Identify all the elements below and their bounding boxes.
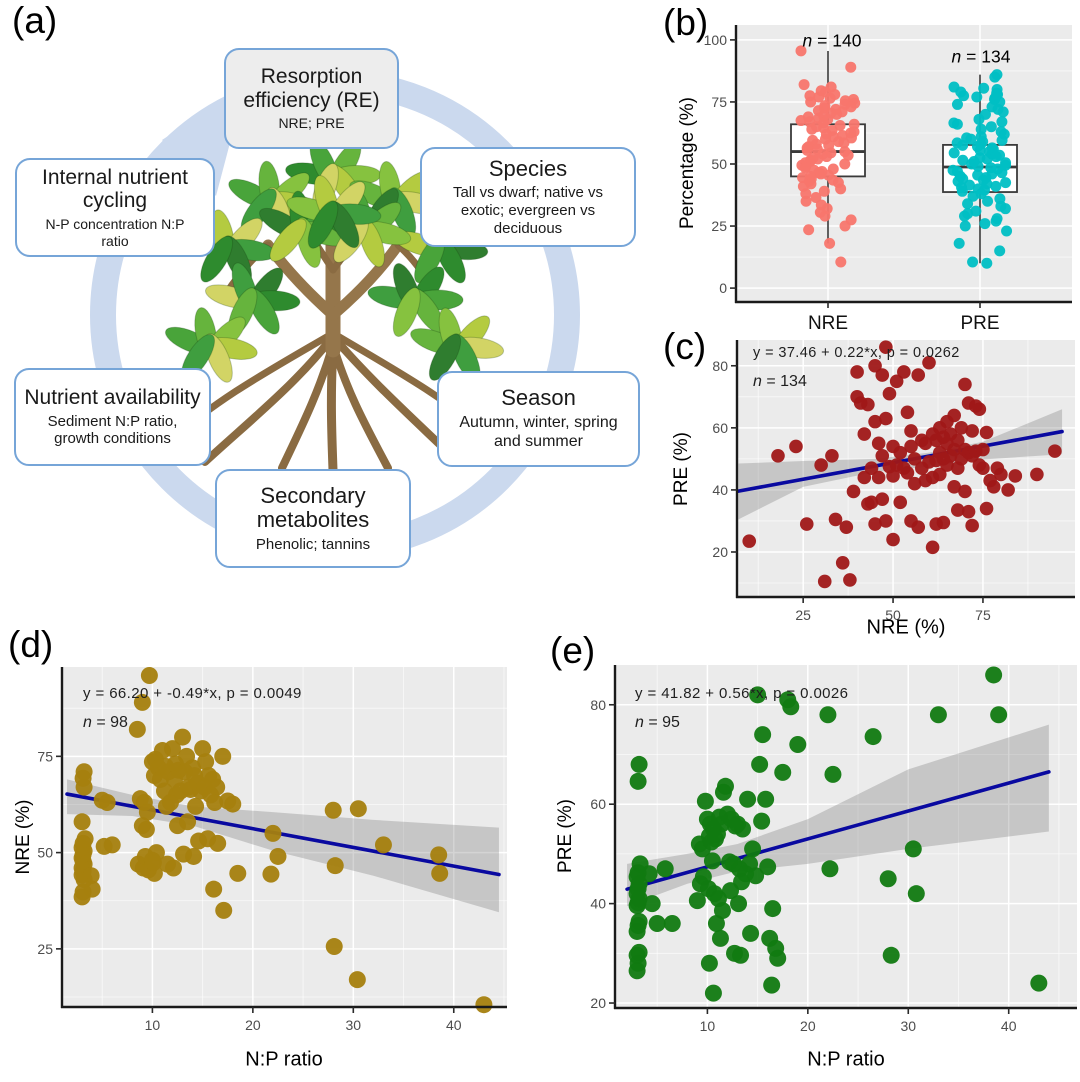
regression-annotation: y = 66.20 + -0.49*x, p = 0.0049 n = 98 bbox=[83, 680, 302, 737]
x-axis-title: NRE (%) bbox=[866, 616, 946, 639]
regression-annotation: y = 37.46 + 0.22*x, p = 0.0262 n = 134 bbox=[753, 340, 960, 396]
y-axis-title: PRE (%) bbox=[671, 432, 692, 506]
svg-text:40: 40 bbox=[446, 1017, 462, 1033]
box-title: Secondary metabolites bbox=[256, 482, 370, 533]
svg-text:40: 40 bbox=[1001, 1018, 1017, 1034]
box-subtitle: Phenolic; tannins bbox=[255, 535, 371, 553]
svg-text:40: 40 bbox=[590, 896, 606, 912]
svg-text:20: 20 bbox=[800, 1018, 816, 1034]
boxplot-panel-b: 0 25 50 75 100 NRE PRE Percentage (%) n = 140 … bbox=[660, 0, 1080, 332]
svg-text:80: 80 bbox=[590, 697, 606, 713]
svg-text:50: 50 bbox=[37, 845, 53, 861]
diagram-box-resorption: Resorption efficiency (RE) NRE; PRE bbox=[224, 48, 399, 149]
scatter-panel-d: 25 50 75 10 20 30 40 y = 66.20 + -0.49*x, p = … bbox=[0, 620, 540, 1082]
svg-text:25: 25 bbox=[795, 607, 811, 623]
scatter-panel-c: 20 40 60 80 25 50 75 y = 37.46 + 0.22*x, p = 0… bbox=[660, 330, 1080, 646]
diagram-box-secondary-metabolites: Secondary metabolites Phenolic; tannins bbox=[215, 469, 411, 568]
boxplot-plot-area: 0 25 50 75 100 NRE PRE bbox=[704, 25, 1072, 332]
panel-label-a: (a) bbox=[12, 0, 58, 41]
scatter-plot-area: 25 50 75 10 20 30 40 bbox=[37, 666, 507, 1033]
svg-text:75: 75 bbox=[975, 607, 991, 623]
diagram-box-nutrient-availability: Nutrient availability Sediment N:P ratio… bbox=[14, 368, 211, 466]
sample-size-text: n = 134 bbox=[753, 372, 807, 390]
panel-label-b: (b) bbox=[663, 2, 709, 43]
svg-text:75: 75 bbox=[37, 748, 53, 764]
svg-text:30: 30 bbox=[900, 1018, 916, 1034]
panel-label-c: (c) bbox=[663, 326, 707, 367]
box-subtitle: Autumn, winter, spring and summer bbox=[459, 413, 618, 450]
svg-text:75: 75 bbox=[711, 94, 727, 110]
box-subtitle: Tall vs dwarf; native vs exotic; evergre… bbox=[452, 184, 604, 237]
svg-text:PRE: PRE bbox=[960, 313, 999, 332]
panel-label-e: (e) bbox=[550, 630, 596, 671]
box-title: Resorption efficiency (RE) bbox=[243, 65, 380, 112]
box-title: Species bbox=[488, 155, 568, 181]
scatter-plot-area: 20 40 60 80 25 50 75 bbox=[712, 340, 1075, 623]
svg-text:25: 25 bbox=[711, 218, 727, 234]
equation-text: y = 66.20 + -0.49*x, p = 0.0049 bbox=[83, 685, 302, 702]
box-subtitle: NRE; PRE bbox=[278, 115, 345, 132]
svg-text:25: 25 bbox=[37, 941, 53, 957]
svg-text:60: 60 bbox=[590, 796, 606, 812]
x-axis-title: N:P ratio bbox=[245, 1048, 323, 1071]
scatter-panel-e: 20 40 60 80 10 20 30 40 y = 41.82 + 0.56*x, p =… bbox=[540, 620, 1080, 1082]
cycle-diagram-graphic bbox=[90, 70, 580, 560]
svg-text:NRE: NRE bbox=[808, 313, 848, 332]
y-axis-title: PRE (%) bbox=[555, 799, 576, 873]
scatter-plot-area: 20 40 60 80 10 20 30 40 bbox=[590, 665, 1077, 1034]
sample-size-label-pre: n = 134 bbox=[951, 46, 1011, 67]
box-subtitle: N-P concentration N:P ratio bbox=[45, 216, 185, 249]
svg-text:10: 10 bbox=[145, 1017, 161, 1033]
regression-annotation: y = 41.82 + 0.56*x, p = 0.0026 n = 95 bbox=[635, 680, 848, 737]
y-axis-title: Percentage (%) bbox=[677, 96, 698, 230]
svg-text:10: 10 bbox=[700, 1018, 716, 1034]
box-subtitle: Sediment N:P ratio, growth conditions bbox=[47, 412, 178, 448]
sample-size-text: n = 95 bbox=[635, 713, 680, 731]
sample-size-label-nre: n = 140 bbox=[802, 30, 862, 51]
diagram-box-species: Species Tall vs dwarf; native vs exotic;… bbox=[420, 147, 636, 247]
panel-label-d: (d) bbox=[8, 624, 54, 665]
equation-text: y = 37.46 + 0.22*x, p = 0.0262 bbox=[753, 345, 960, 361]
sample-size-text: n = 98 bbox=[83, 713, 128, 731]
y-axis-title: NRE (%) bbox=[13, 799, 34, 875]
svg-text:80: 80 bbox=[712, 358, 728, 374]
box-title: Internal nutrient cycling bbox=[42, 165, 188, 213]
svg-text:100: 100 bbox=[704, 32, 728, 48]
svg-text:20: 20 bbox=[590, 995, 606, 1011]
mangrove-plant-illustration bbox=[164, 139, 505, 475]
svg-text:50: 50 bbox=[885, 607, 901, 623]
x-axis-title: N:P ratio bbox=[807, 1048, 885, 1071]
svg-text:30: 30 bbox=[346, 1017, 362, 1033]
svg-text:40: 40 bbox=[712, 482, 728, 498]
box-title: Season bbox=[501, 385, 576, 411]
svg-text:50: 50 bbox=[711, 156, 727, 172]
equation-text: y = 41.82 + 0.56*x, p = 0.0026 bbox=[635, 685, 849, 702]
diagram-box-internal-cycling: Internal nutrient cycling N-P concentrat… bbox=[15, 158, 215, 257]
diagram-box-season: Season Autumn, winter, spring and summer bbox=[437, 371, 640, 467]
svg-text:60: 60 bbox=[712, 420, 728, 436]
svg-text:20: 20 bbox=[712, 544, 728, 560]
box-title: Nutrient availability bbox=[24, 386, 201, 410]
svg-text:20: 20 bbox=[245, 1017, 261, 1033]
svg-text:0: 0 bbox=[719, 280, 727, 296]
